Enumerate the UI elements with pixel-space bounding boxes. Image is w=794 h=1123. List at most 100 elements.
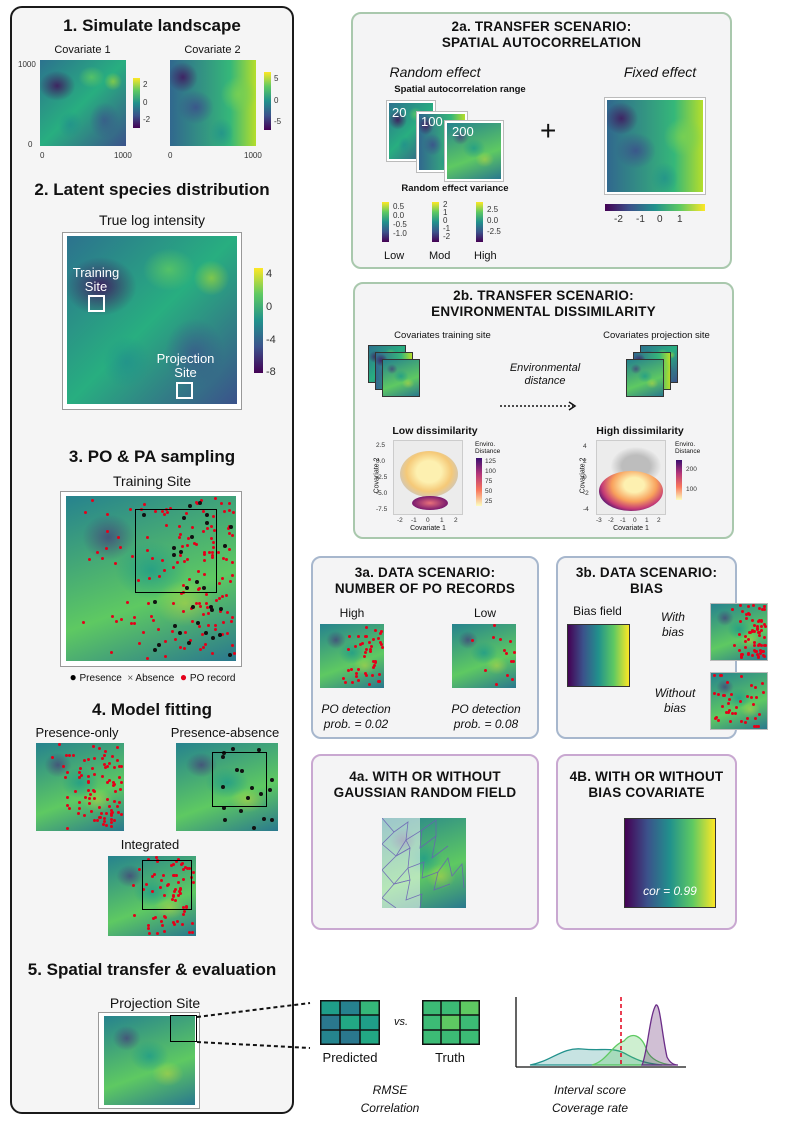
covariate1-map <box>40 60 126 146</box>
scenario-3b-title: 3b. DATA SCENARIO: BIAS <box>556 565 737 597</box>
presence-point <box>185 586 190 591</box>
po-record-point <box>763 604 767 608</box>
po-record-point <box>214 628 218 632</box>
presence-point <box>257 748 262 753</box>
po-record-point <box>217 581 221 585</box>
po-record-point <box>146 923 150 927</box>
po-record-point <box>729 693 733 697</box>
po-record-point <box>206 606 210 610</box>
presence-point <box>208 605 213 609</box>
po-record-point <box>108 778 112 782</box>
po-record-point <box>178 533 182 537</box>
po-record-point <box>103 750 107 754</box>
po-record-point <box>225 558 229 562</box>
range-200-map <box>447 123 501 179</box>
po-record-point <box>505 652 509 656</box>
po-record-point <box>753 648 757 652</box>
po-record-point <box>103 754 107 758</box>
po-record-point <box>212 541 216 545</box>
po-record-point <box>147 857 151 861</box>
po-record-point <box>77 775 81 779</box>
po-record-point <box>195 601 199 605</box>
po-record-point <box>132 914 136 918</box>
presence-point <box>258 791 263 796</box>
with-bias-l1: With <box>661 610 685 624</box>
po-record-point <box>160 878 164 882</box>
fixed-cb-tick: 0 <box>657 214 663 225</box>
po-record-point <box>755 653 759 657</box>
env-distance-l2: distance <box>524 375 566 387</box>
po-record-point <box>118 800 122 804</box>
po-record-point <box>194 543 198 547</box>
po-record-point <box>174 899 178 903</box>
po-high-map <box>320 624 384 688</box>
po-record-point <box>106 764 110 768</box>
po-record-point <box>145 535 149 539</box>
po-record-point <box>471 638 475 642</box>
po-record-point <box>211 556 215 560</box>
po-record-point <box>142 887 146 891</box>
cov1-cb-tick: 0 <box>143 98 148 107</box>
po-record-point <box>144 883 148 887</box>
low-xtick: 0 <box>426 517 430 524</box>
with-bias-l2: bias <box>661 625 684 639</box>
cov1-ytick-bottom: 0 <box>28 140 33 149</box>
po-record-point <box>177 893 181 897</box>
po-record-point <box>203 550 207 554</box>
cov1-xtick-0: 0 <box>40 151 45 160</box>
po-record-point <box>162 569 166 573</box>
po-record-point <box>102 819 106 823</box>
presence-point <box>205 521 210 526</box>
correlation-label: Correlation <box>360 1101 420 1115</box>
po-record-point <box>183 647 187 651</box>
po-record-point <box>203 642 207 646</box>
po-record-point <box>102 762 106 766</box>
variance-low-label: Low <box>384 250 405 262</box>
presence-point <box>245 795 250 800</box>
po-record-point <box>159 886 163 890</box>
po-record-point <box>91 788 95 792</box>
presence-point <box>230 747 235 752</box>
po-record-point <box>720 673 724 677</box>
po-record-point <box>83 759 87 763</box>
po-record-point <box>364 651 368 655</box>
po-record-point <box>226 631 230 635</box>
scenario-2b-title-l2: ENVIRONMENTAL DISSIMILARITY <box>431 304 656 319</box>
po-record-point <box>380 630 384 634</box>
environmental-distance-label: Environmental distance <box>500 362 590 388</box>
po-record-point <box>759 652 763 656</box>
po-record-point <box>172 601 176 605</box>
po-record-point <box>64 753 68 757</box>
integrated-map-box <box>142 860 192 910</box>
high-scatter-area <box>596 440 666 515</box>
po-record-point <box>172 862 176 866</box>
po-record-point <box>724 711 728 715</box>
po-record-point <box>364 647 368 651</box>
scenario-2a-title: 2a. TRANSFER SCENARIO: SPATIAL AUTOCORRE… <box>351 19 732 51</box>
po-record-point <box>162 874 166 878</box>
po-record-point <box>105 781 109 785</box>
presence-point <box>239 768 244 773</box>
po-record-point <box>757 654 761 658</box>
bias-field-map <box>567 624 630 687</box>
high-cb-tick: -2.5 <box>487 227 501 236</box>
po-record-point <box>205 592 209 596</box>
po-record-point <box>760 629 764 633</box>
po-record-point <box>66 804 70 808</box>
po-record-point <box>133 622 137 626</box>
low-ytick: -5.0 <box>376 490 388 497</box>
po-record-point <box>727 710 731 714</box>
po-record-point <box>88 558 92 562</box>
po-record-point <box>740 720 744 724</box>
po-record-point <box>230 574 234 578</box>
po-record-point <box>714 717 718 721</box>
high-ytick: 4 <box>583 443 587 450</box>
po-record-point <box>180 544 184 548</box>
high-ytick: -4 <box>583 506 589 513</box>
po-record-point <box>351 681 355 685</box>
high-xtick: -1 <box>620 517 626 524</box>
po-detection-low-l1: PO detection <box>451 702 521 716</box>
po-record-point <box>179 886 183 890</box>
absence-legend-icon: × <box>127 673 134 684</box>
presence-point <box>172 553 177 558</box>
